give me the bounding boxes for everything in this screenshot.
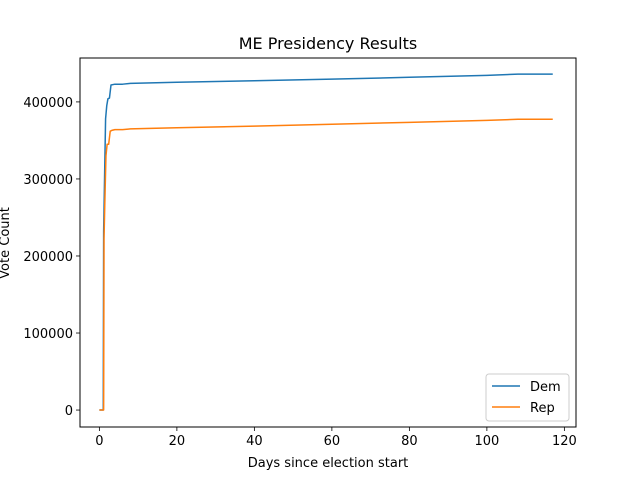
y-tick-label: 0 [65,404,73,419]
plot-lines [99,73,553,411]
x-tick-label: 80 [401,434,418,449]
legend: Dem Rep [485,373,570,422]
legend-label-dem: Dem [530,380,561,395]
chart-title: ME Presidency Results [239,34,417,53]
y-axis-label: Vote Count [0,207,13,279]
y-tick-label: 100000 [23,327,73,342]
x-axis-ticks: 0 20 40 60 80 100 120 [95,427,577,449]
series-line-dem [99,73,553,411]
y-tick-label: 300000 [23,173,73,188]
x-tick-label: 120 [552,434,577,449]
x-tick-label: 0 [95,434,103,449]
legend-label-rep: Rep [530,401,555,416]
series-line-rep [99,118,553,411]
y-axis-ticks: 0 100000 200000 300000 400000 [23,96,80,419]
x-tick-label: 20 [169,434,186,449]
x-axis-label: Days since election start [248,456,409,471]
plot-frame [79,57,577,428]
x-tick-label: 100 [474,434,499,449]
y-tick-label: 200000 [23,250,73,265]
x-tick-label: 60 [324,434,341,449]
x-tick-label: 40 [246,434,263,449]
y-tick-label: 400000 [23,96,73,111]
